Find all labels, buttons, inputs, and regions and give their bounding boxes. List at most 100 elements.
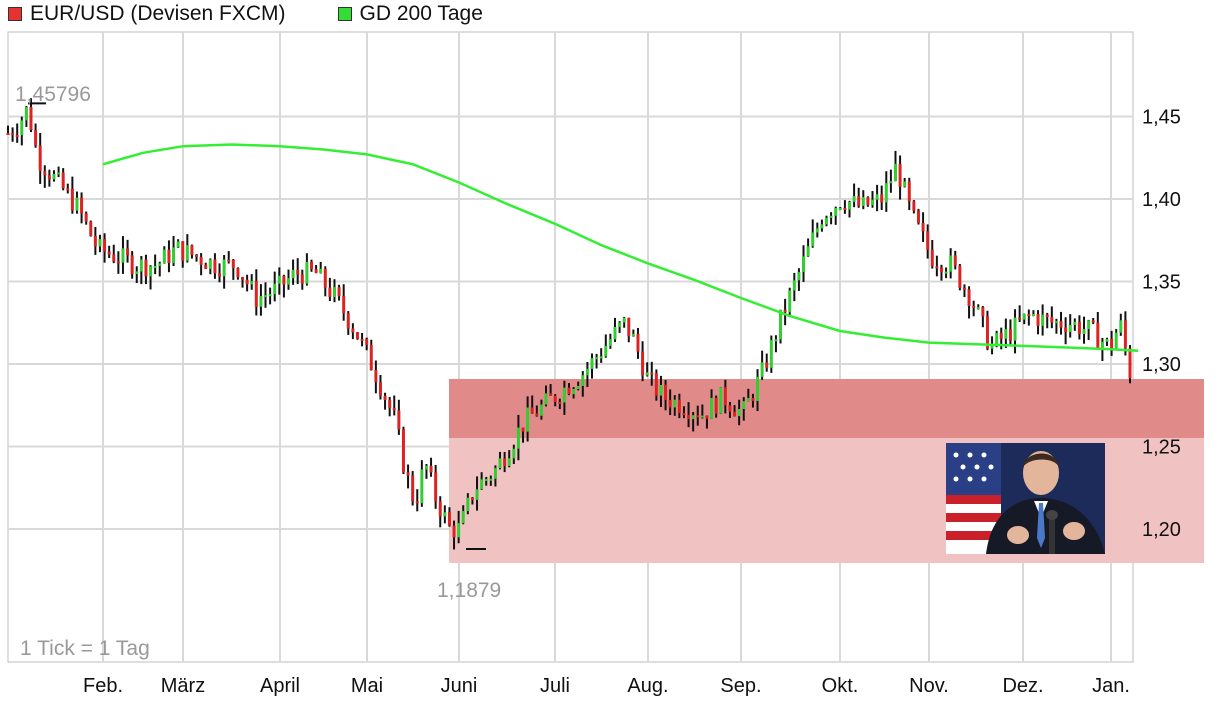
ohlc-bar-down — [939, 264, 943, 281]
y-tick-label: 1,25 — [1142, 437, 1181, 459]
bar-body — [815, 228, 819, 233]
bar-body — [595, 357, 599, 360]
bar-body — [613, 327, 617, 340]
bar-body — [1082, 329, 1086, 335]
x-tick-label: Feb. — [83, 675, 123, 697]
bar-body — [11, 133, 15, 136]
ohlc-bar-up — [590, 353, 594, 379]
bar-body — [1114, 332, 1118, 349]
bar-body — [530, 407, 534, 414]
bar-body — [696, 415, 700, 418]
bar-body — [61, 172, 65, 189]
bar-body — [213, 259, 217, 274]
bar-body — [783, 309, 787, 313]
bar-body — [1100, 341, 1104, 349]
ohlc-bar-down — [967, 286, 971, 319]
ohlc-bar-down — [351, 323, 355, 340]
ohlc-bar-down — [714, 395, 718, 418]
ohlc-bar-up — [848, 200, 851, 218]
bar-body — [802, 256, 806, 273]
bar-body — [1105, 338, 1109, 342]
ohlc-bar-up — [802, 245, 806, 282]
ohlc-bar-down — [383, 392, 387, 410]
bar-body — [47, 175, 51, 180]
bar-body — [438, 501, 442, 517]
ohlc-bar-up — [332, 279, 336, 303]
ohlc-bar-down — [880, 185, 884, 210]
bar-body — [664, 385, 668, 400]
bar-body — [80, 197, 84, 214]
ohlc-bar-down — [66, 183, 70, 194]
bar-body — [144, 259, 148, 277]
ohlc-bar-up — [1004, 318, 1008, 348]
bar-body — [668, 399, 672, 408]
bar-body — [277, 275, 281, 284]
bar-body — [1073, 321, 1077, 325]
bar-body — [880, 194, 884, 203]
ohlc-bar-up — [1105, 337, 1109, 346]
ohlc-bar-up — [797, 268, 801, 291]
ohlc-bar-up — [710, 389, 714, 419]
bar-body — [848, 201, 851, 210]
bar-body — [627, 317, 631, 337]
bar-body — [838, 207, 842, 210]
bar-body — [714, 397, 718, 414]
ohlc-bar-up — [291, 259, 295, 285]
ohlc-bar-up — [622, 316, 626, 328]
ohlc-bar-down — [254, 269, 258, 316]
ohlc-bar-up — [604, 334, 608, 358]
ohlc-bar-up — [631, 329, 635, 337]
bar-body — [972, 306, 976, 309]
bar-body — [990, 344, 994, 349]
ohlc-bar-down — [415, 489, 419, 512]
bar-body — [728, 405, 732, 412]
ohlc-bar-down — [1027, 309, 1031, 326]
ohlc-bar-up — [1082, 316, 1086, 344]
ohlc-bar-down — [245, 274, 249, 292]
ohlc-bar-up — [825, 215, 829, 227]
bar-body — [319, 268, 323, 273]
bar-body — [66, 188, 70, 191]
ohlc-bar-down — [503, 451, 507, 473]
ohlc-bar-up — [480, 472, 484, 491]
ohlc-bar-down — [728, 401, 732, 418]
ohlc-bar-up — [608, 333, 612, 349]
ohlc-bar-down — [470, 497, 474, 505]
ohlc-bar-up — [277, 267, 281, 295]
bar-body — [103, 239, 107, 252]
legend: EUR/USD (Devisen FXCM) GD 200 Tage — [8, 2, 535, 25]
ohlc-bar-up — [691, 412, 695, 432]
ohlc-bar-down — [314, 265, 318, 274]
ohlc-bar-up — [1073, 318, 1077, 331]
ohlc-bar-up — [815, 222, 819, 238]
ohlc-bar-up — [788, 287, 792, 317]
bar-body — [985, 316, 989, 349]
ohlc-bar-down — [107, 245, 111, 259]
bar-body — [650, 372, 654, 375]
ohlc-bar-down — [636, 327, 640, 359]
bar-body — [1123, 320, 1127, 349]
ohlc-bar-down — [401, 426, 405, 475]
bar-body — [323, 268, 327, 288]
ohlc-bar-down — [535, 405, 539, 417]
bar-body — [976, 307, 980, 310]
ohlc-bar-down — [696, 405, 700, 426]
ohlc-bar-down — [323, 266, 327, 297]
ohlc-bar-up — [1054, 318, 1058, 334]
bar-body — [521, 427, 525, 432]
bar-body — [282, 275, 286, 285]
bar-body — [581, 375, 585, 386]
ohlc-bar-up — [162, 246, 166, 264]
bar-body — [719, 387, 723, 414]
bar-body — [190, 245, 194, 255]
ohlc-bar-up — [760, 350, 764, 380]
ohlc-bar-up — [811, 219, 815, 248]
ohlc-bar-down — [406, 464, 410, 489]
bar-body — [452, 525, 456, 538]
ohlc-bar-down — [962, 284, 966, 298]
ohlc-bar-up — [507, 450, 511, 468]
bar-body — [139, 259, 143, 272]
bar-body — [893, 163, 897, 182]
ohlc-bar-down — [452, 520, 456, 550]
bar-body — [811, 232, 815, 247]
